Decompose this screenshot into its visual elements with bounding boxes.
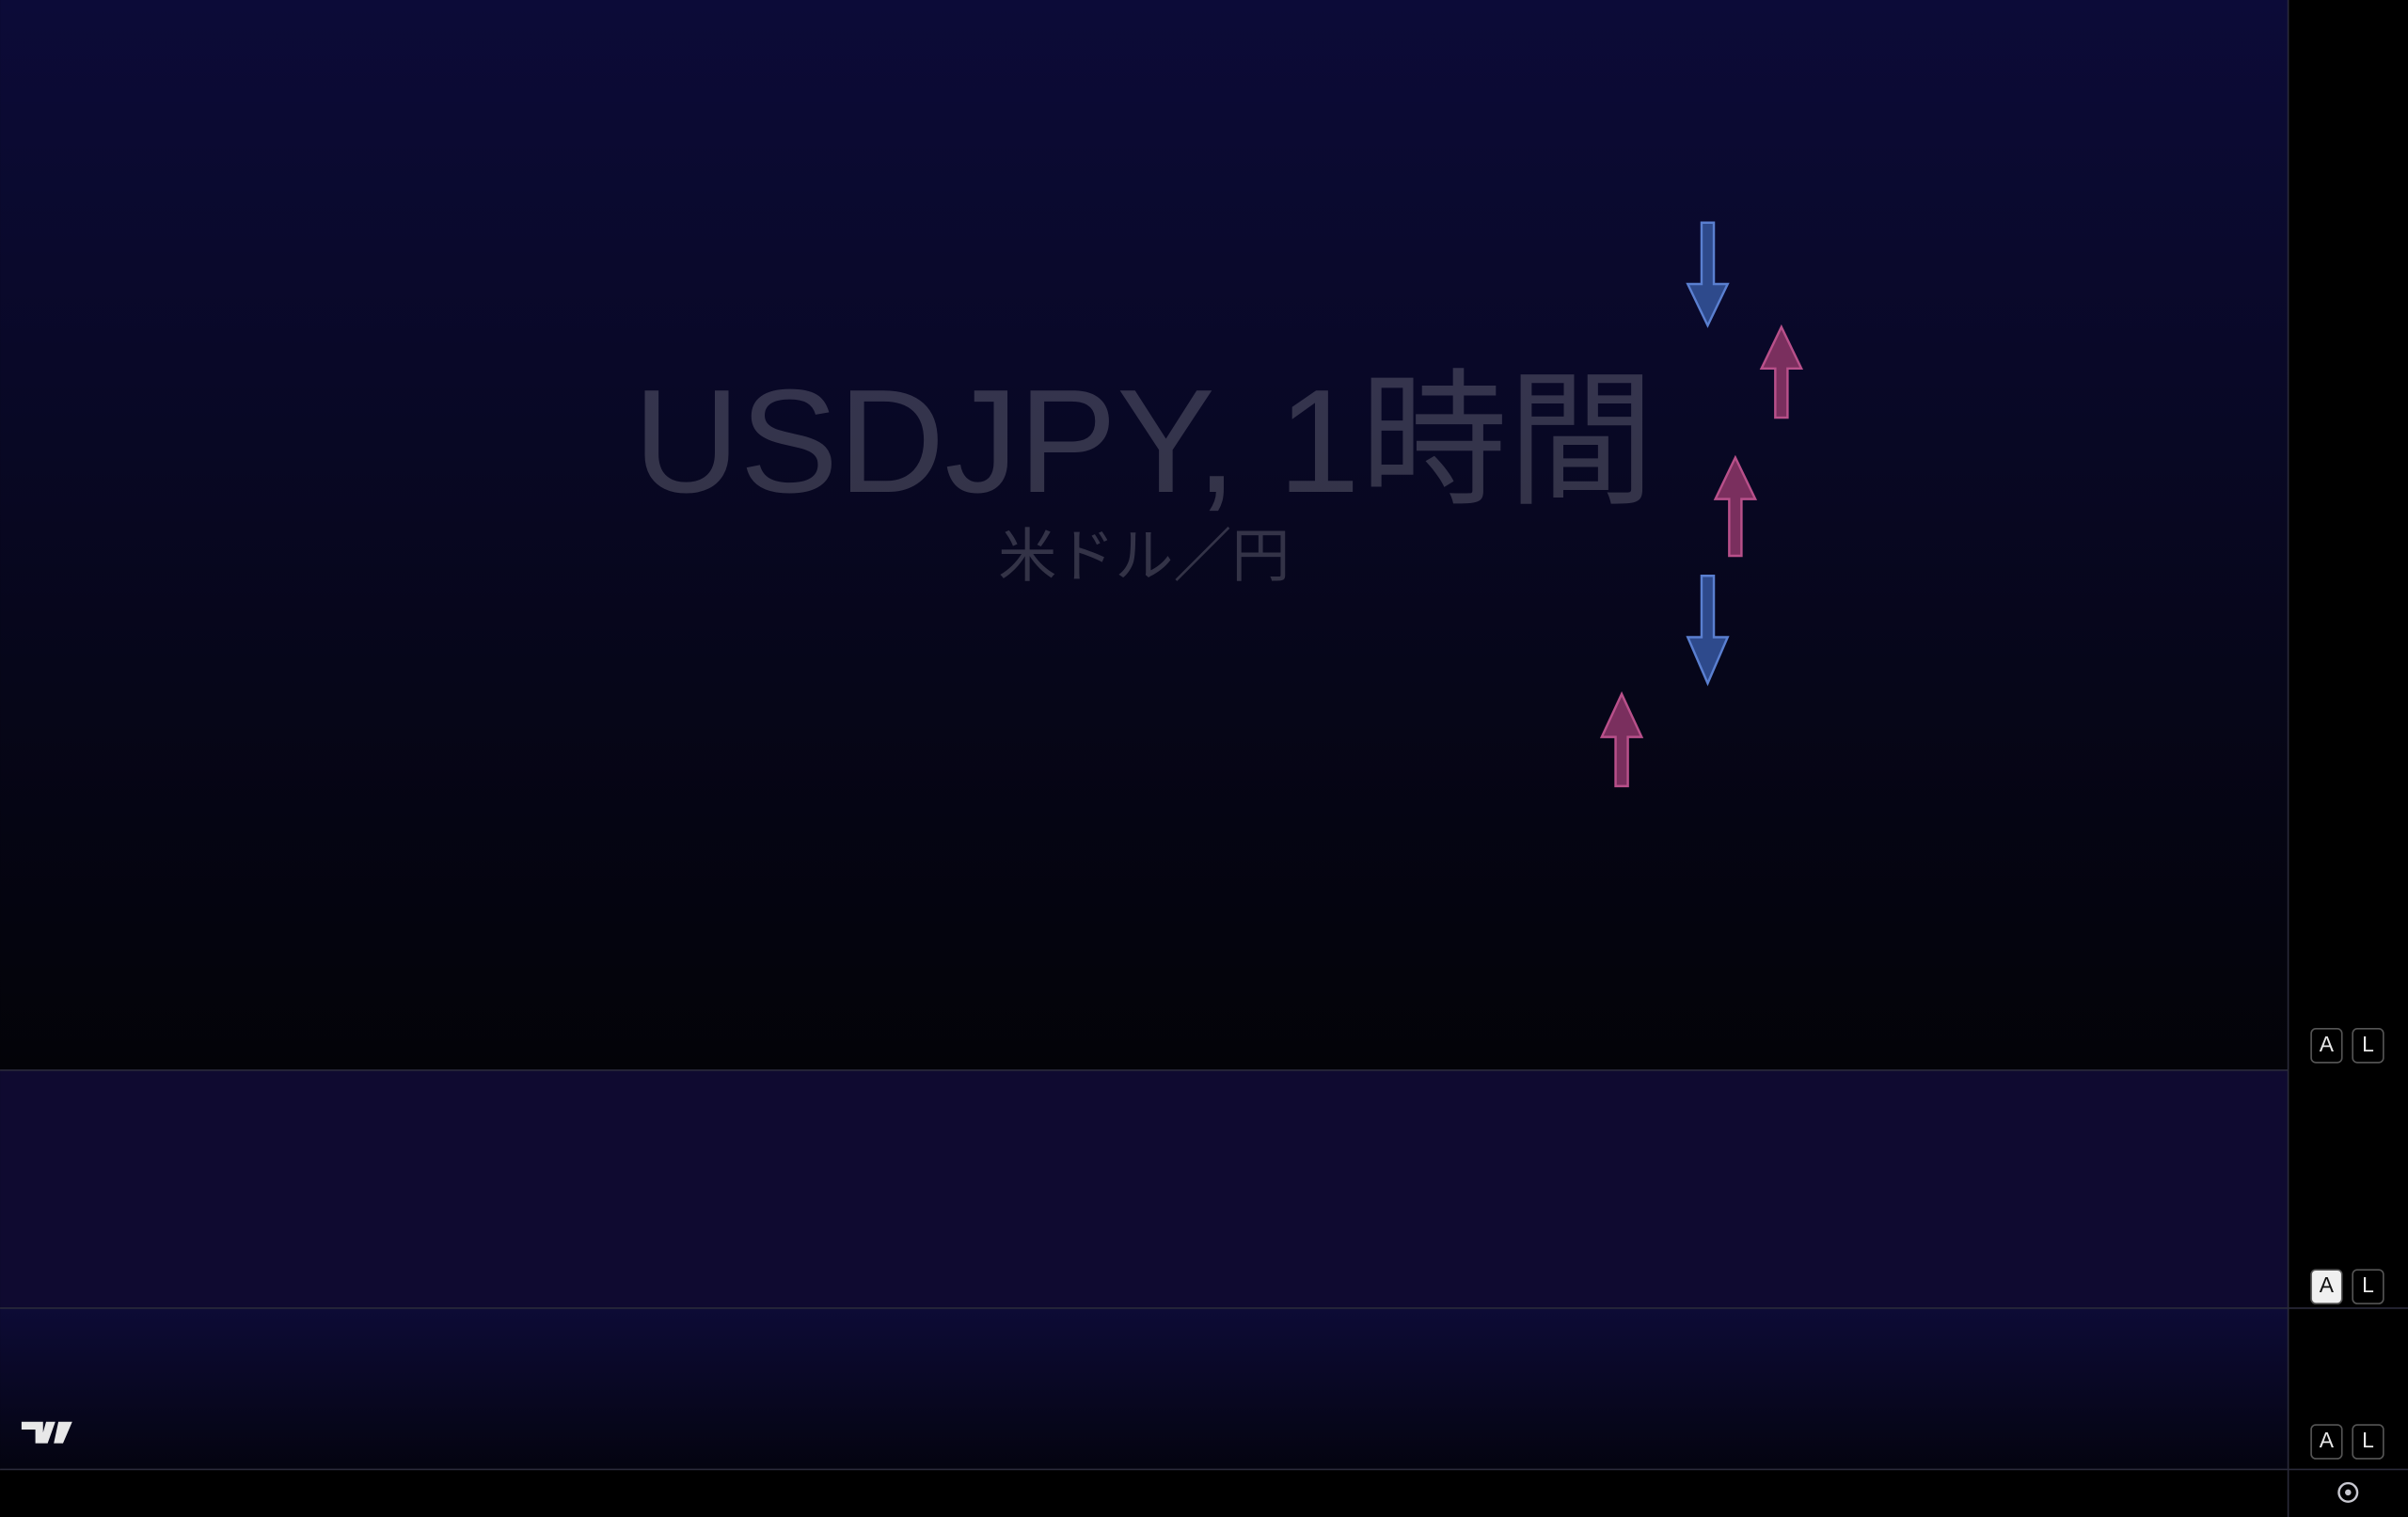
log-label[interactable]: L (2362, 1272, 2374, 1297)
price-panel (0, 0, 2289, 1070)
auto-label[interactable]: A (2320, 1032, 2335, 1056)
tv-logo (21, 1421, 72, 1444)
logo (21, 1421, 72, 1444)
stoch-panel (0, 1069, 2289, 1308)
gear[interactable] (2337, 1481, 2359, 1503)
log-button[interactable] (2352, 1269, 2384, 1304)
scale-buttons[interactable]: A L (2310, 1269, 2384, 1304)
up-arrow (1713, 454, 1758, 558)
scale-buttons[interactable]: A L (2310, 1424, 2384, 1460)
auto-button[interactable] (2310, 1028, 2343, 1064)
up-arrow (1599, 691, 1644, 788)
down-arrow (1686, 574, 1730, 687)
log-label[interactable]: L (2362, 1428, 2374, 1452)
watermark-subtitle: 米ドル／円 (998, 524, 1290, 589)
macd-panel (0, 1307, 2289, 1470)
auto-button[interactable] (2310, 1424, 2343, 1460)
log-button[interactable] (2352, 1028, 2384, 1064)
price-axis (2288, 0, 2408, 1517)
log-button[interactable] (2352, 1424, 2384, 1460)
auto-label[interactable]: A (2320, 1428, 2335, 1452)
gear-center[interactable] (2345, 1489, 2352, 1496)
settings-icon[interactable] (2337, 1481, 2359, 1503)
scale-buttons[interactable]: A L (2310, 1028, 2384, 1064)
watermark-title: USDJPY, 1時間 (633, 359, 1655, 524)
auto-button[interactable] (2310, 1269, 2343, 1304)
arrows (1599, 221, 1804, 788)
log-label[interactable]: L (2362, 1032, 2374, 1056)
auto-label[interactable]: A (2320, 1272, 2335, 1297)
up-arrow (1759, 324, 1804, 419)
down-arrow (1686, 221, 1730, 328)
